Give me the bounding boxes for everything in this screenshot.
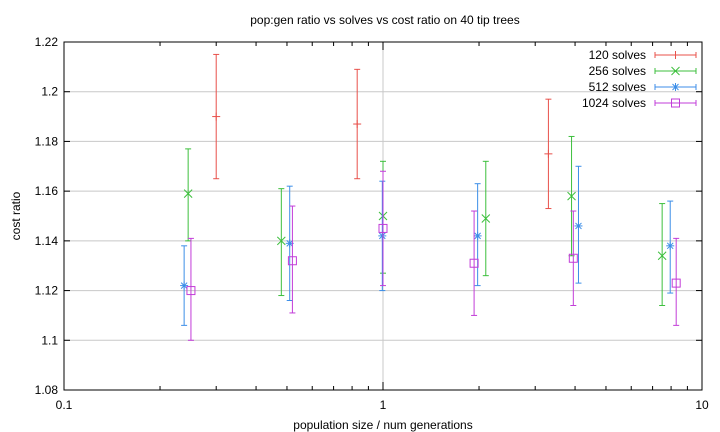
legend-marker bbox=[671, 98, 680, 108]
point-marker bbox=[469, 258, 479, 268]
data-point bbox=[285, 185, 294, 302]
y-tick-label: 1.12 bbox=[35, 284, 59, 298]
data-point bbox=[180, 245, 189, 326]
y-tick-label: 1.14 bbox=[35, 234, 59, 248]
y-axis-label: cost ratio bbox=[9, 191, 23, 240]
x-tick-label: 10 bbox=[695, 398, 709, 412]
y-tick-label: 1.16 bbox=[35, 184, 59, 198]
series-120-solves bbox=[212, 53, 553, 210]
data-point bbox=[353, 68, 362, 180]
point-marker bbox=[657, 251, 667, 261]
data-layer bbox=[180, 53, 681, 341]
point-marker bbox=[378, 223, 388, 233]
point-marker bbox=[183, 189, 193, 198]
point-marker bbox=[180, 282, 188, 289]
point-marker bbox=[567, 191, 576, 201]
data-point bbox=[212, 53, 221, 180]
x-tick-label: 1 bbox=[380, 398, 387, 412]
data-point bbox=[378, 170, 388, 287]
point-marker bbox=[286, 239, 294, 247]
y-tick-label: 1.2 bbox=[41, 85, 58, 99]
legend: 120 solves 256 solves 512 solves 1024 solve… bbox=[582, 48, 697, 110]
data-point bbox=[276, 188, 286, 297]
point-marker bbox=[666, 242, 674, 250]
legend-label: 512 solves bbox=[589, 80, 646, 94]
data-point bbox=[666, 200, 675, 294]
data-point bbox=[574, 165, 583, 284]
data-point bbox=[567, 135, 576, 257]
point-marker bbox=[378, 232, 386, 240]
x-tick-label: 0.1 bbox=[56, 398, 73, 412]
legend-marker bbox=[671, 66, 680, 76]
point-marker bbox=[276, 236, 286, 246]
legend-label: 1024 solves bbox=[582, 96, 646, 110]
series-1024-solves bbox=[186, 170, 681, 341]
y-tick-label: 1.08 bbox=[35, 383, 59, 397]
data-point bbox=[568, 210, 578, 306]
data-point bbox=[473, 183, 482, 287]
data-point bbox=[469, 210, 479, 316]
point-marker bbox=[671, 278, 681, 288]
legend-label: 256 solves bbox=[589, 64, 646, 78]
point-marker bbox=[568, 253, 578, 263]
series-256-solves bbox=[183, 135, 667, 306]
data-point bbox=[287, 205, 297, 314]
point-marker bbox=[186, 286, 196, 296]
data-point bbox=[183, 148, 193, 242]
data-point bbox=[186, 237, 196, 341]
point-marker bbox=[575, 222, 582, 230]
legend-marker bbox=[672, 83, 679, 91]
series-512-solves bbox=[180, 165, 675, 326]
point-marker bbox=[474, 232, 481, 240]
point-marker bbox=[481, 214, 491, 223]
chart-title: pop:gen ratio vs solves vs cost ratio on… bbox=[250, 13, 519, 27]
y-tick-label: 1.18 bbox=[35, 134, 59, 148]
legend-label: 120 solves bbox=[589, 48, 646, 62]
data-point bbox=[544, 98, 553, 210]
data-point bbox=[481, 160, 491, 277]
data-point bbox=[657, 203, 667, 306]
x-axis-label: population size / num generations bbox=[293, 418, 472, 432]
y-tick-label: 1.1 bbox=[41, 333, 58, 347]
point-marker bbox=[287, 256, 297, 266]
data-point bbox=[378, 180, 387, 292]
y-tick-label: 1.22 bbox=[35, 35, 59, 49]
data-point bbox=[671, 237, 681, 326]
ticks: 1.08 1.1 1.12 1.14 1.16 1.18 1.2 1.22 0.1 1 10 bbox=[35, 35, 709, 412]
